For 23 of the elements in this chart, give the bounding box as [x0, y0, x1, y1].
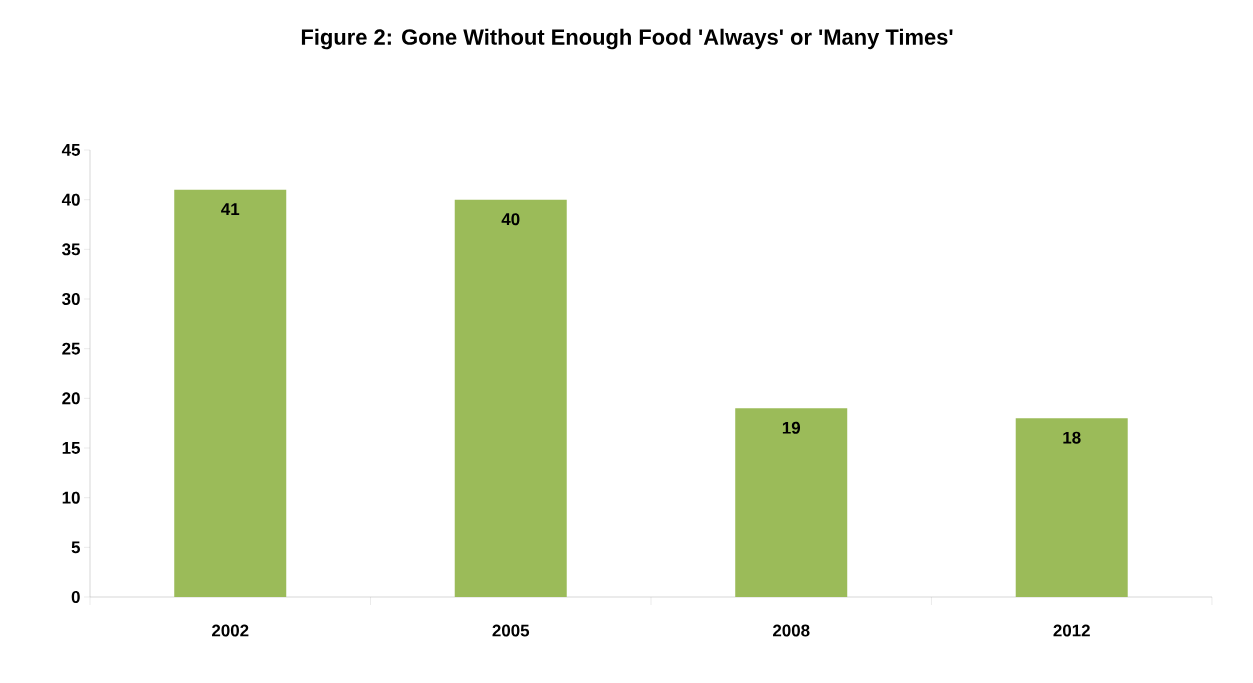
bar — [735, 408, 848, 597]
bar — [174, 189, 287, 597]
y-tick-label: 15 — [62, 442, 81, 454]
y-tick-label: 20 — [62, 392, 80, 405]
y-tick-label: 0 — [71, 591, 80, 603]
x-tick-label: 2005 — [492, 624, 530, 637]
y-tick-label: 45 — [61, 144, 81, 156]
data-label: 18 — [1063, 431, 1081, 444]
y-tick-label: 40 — [61, 193, 80, 206]
data-label: 41 — [221, 203, 240, 215]
x-tick-label: 2012 — [1053, 624, 1090, 637]
y-tick-label: 10 — [62, 491, 80, 504]
x-tick-label: 2008 — [772, 624, 810, 637]
bar — [454, 199, 567, 597]
x-tick-label: 2002 — [212, 624, 249, 637]
data-label: 19 — [782, 421, 801, 434]
chart-title: Figure 2: Gone Without Enough Food 'Always' or 'Many Times' — [301, 28, 953, 50]
bar — [1015, 418, 1128, 597]
y-tick-label: 30 — [62, 292, 80, 305]
y-tick-label: 25 — [62, 342, 81, 355]
y-tick-label: 35 — [62, 243, 81, 256]
y-tick-label: 5 — [71, 541, 81, 554]
data-label: 40 — [501, 213, 520, 226]
